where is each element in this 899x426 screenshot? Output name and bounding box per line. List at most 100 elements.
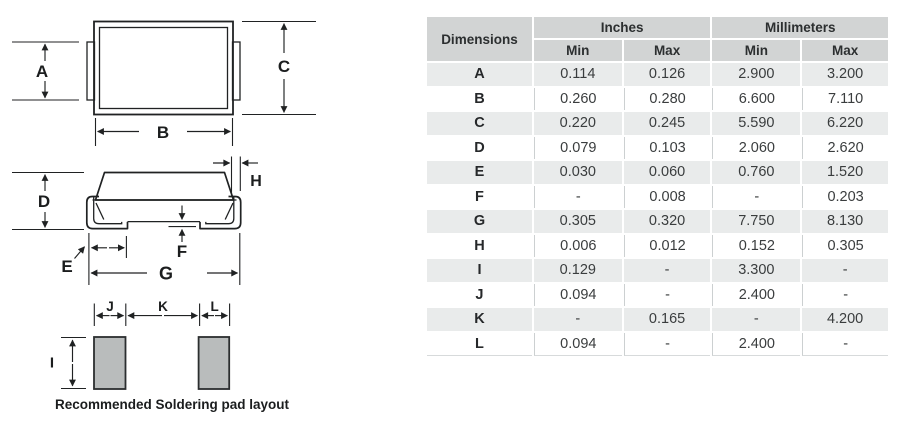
table-row: C 0.220 0.245 5.590 6.220 [427, 112, 888, 135]
package-body-outline [93, 20, 234, 116]
dimension-cell: G [427, 210, 532, 233]
value-cell: 0.103 [623, 136, 711, 159]
value-cell: 0.280 [623, 87, 711, 110]
value-cell: 0.245 [623, 112, 711, 135]
value-cell: 0.305 [802, 234, 888, 257]
value-cell: 7.110 [802, 87, 888, 110]
value-cell: 0.006 [533, 234, 622, 257]
value-cell: 0.220 [533, 112, 622, 135]
dim-label-j: J [106, 299, 114, 314]
dim-label-f: F [177, 242, 187, 261]
value-cell: 0.320 [623, 210, 711, 233]
value-cell: 0.305 [533, 210, 622, 233]
table-row: B 0.260 0.280 6.600 7.110 [427, 87, 888, 110]
dimensions-table: Dimensions Inches Millimeters Min Max Mi… [425, 15, 890, 358]
value-cell: 5.590 [712, 112, 801, 135]
value-cell: - [623, 332, 711, 356]
value-cell: - [712, 185, 801, 208]
value-cell: 2.060 [712, 136, 801, 159]
dimensions-table-header: Dimensions Inches Millimeters Min Max Mi… [427, 17, 888, 61]
value-cell: 0.760 [712, 161, 801, 184]
dim-label-k: K [158, 299, 168, 314]
dim-label-e: E [61, 257, 72, 276]
dimension-cell: K [427, 308, 532, 331]
value-cell: 0.008 [623, 185, 711, 208]
dimension-cell: I [427, 259, 532, 282]
value-cell: - [533, 308, 622, 331]
package-dimensions-drawing: A C B [12, 20, 316, 412]
dim-label-b: B [157, 123, 169, 142]
dimension-cell: B [427, 87, 532, 110]
value-cell: 0.114 [533, 63, 622, 86]
value-cell: 0.129 [533, 259, 622, 282]
header-mm-min: Min [712, 40, 801, 61]
value-cell: 0.094 [533, 283, 622, 306]
value-cell: 0.060 [623, 161, 711, 184]
dimension-A: A [12, 41, 79, 101]
dimension-cell: F [427, 185, 532, 208]
dimension-cell: L [427, 332, 532, 356]
value-cell: 2.620 [802, 136, 888, 159]
table-row: G 0.305 0.320 7.750 8.130 [427, 210, 888, 233]
dimension-J: J [95, 299, 125, 320]
value-cell: 6.600 [712, 87, 801, 110]
value-cell: 0.012 [623, 234, 711, 257]
value-cell: - [623, 283, 711, 306]
dim-label-d: D [38, 192, 50, 211]
value-cell: 3.300 [712, 259, 801, 282]
header-inches-max: Max [623, 40, 711, 61]
dim-label-a: A [36, 62, 48, 81]
value-cell: 0.165 [623, 308, 711, 331]
value-cell: 0.030 [533, 161, 622, 184]
dimension-E: E [61, 236, 127, 276]
package-body-inner-outline [98, 26, 229, 110]
value-cell: 8.130 [802, 210, 888, 233]
dimension-L: L [201, 299, 228, 320]
value-cell: 4.200 [802, 308, 888, 331]
dimension-cell: A [427, 63, 532, 86]
dimension-cell: J [427, 283, 532, 306]
value-cell: 0.260 [533, 87, 622, 110]
dimension-G: G [88, 233, 241, 285]
dimension-cell: E [427, 161, 532, 184]
value-cell: 1.520 [802, 161, 888, 184]
side-body-outline [94, 171, 235, 201]
table-row: L 0.094 - 2.400 - [427, 332, 888, 356]
dimension-cell: C [427, 112, 532, 135]
value-cell: 2.400 [712, 283, 801, 306]
pad-dimension-ticks [93, 303, 231, 326]
header-inches-min: Min [533, 40, 622, 61]
table-row: D 0.079 0.103 2.060 2.620 [427, 136, 888, 159]
solder-pad-right [197, 336, 231, 390]
right-lead-outer [199, 195, 242, 230]
dim-label-h: H [250, 173, 262, 190]
dim-label-c: C [278, 57, 290, 76]
value-cell: 0.152 [712, 234, 801, 257]
left-lead-outer [85, 195, 129, 230]
dimension-C: C [242, 20, 316, 116]
left-lead-inner [93, 196, 123, 225]
value-cell: 0.079 [533, 136, 622, 159]
dimension-F: F [168, 205, 196, 261]
table-row: F - 0.008 - 0.203 [427, 185, 888, 208]
value-cell: 7.750 [712, 210, 801, 233]
table-row: K - 0.165 - 4.200 [427, 308, 888, 331]
value-cell: 0.203 [802, 185, 888, 208]
dimension-K: K [127, 299, 198, 320]
dimension-I: I [50, 336, 86, 390]
value-cell: 3.200 [802, 63, 888, 86]
side-view: H D F E [12, 156, 262, 285]
dim-label-l: L [210, 299, 218, 314]
value-cell: 0.126 [623, 63, 711, 86]
table-row: H 0.006 0.012 0.152 0.305 [427, 234, 888, 257]
value-cell: - [533, 185, 622, 208]
header-millimeters: Millimeters [712, 17, 888, 38]
dim-label-i: I [50, 355, 54, 372]
value-cell: - [712, 308, 801, 331]
value-cell: - [802, 332, 888, 356]
value-cell: 2.900 [712, 63, 801, 86]
value-cell: 6.220 [802, 112, 888, 135]
side-body-corner-slopes [95, 202, 234, 220]
table-row: I 0.129 - 3.300 - [427, 259, 888, 282]
